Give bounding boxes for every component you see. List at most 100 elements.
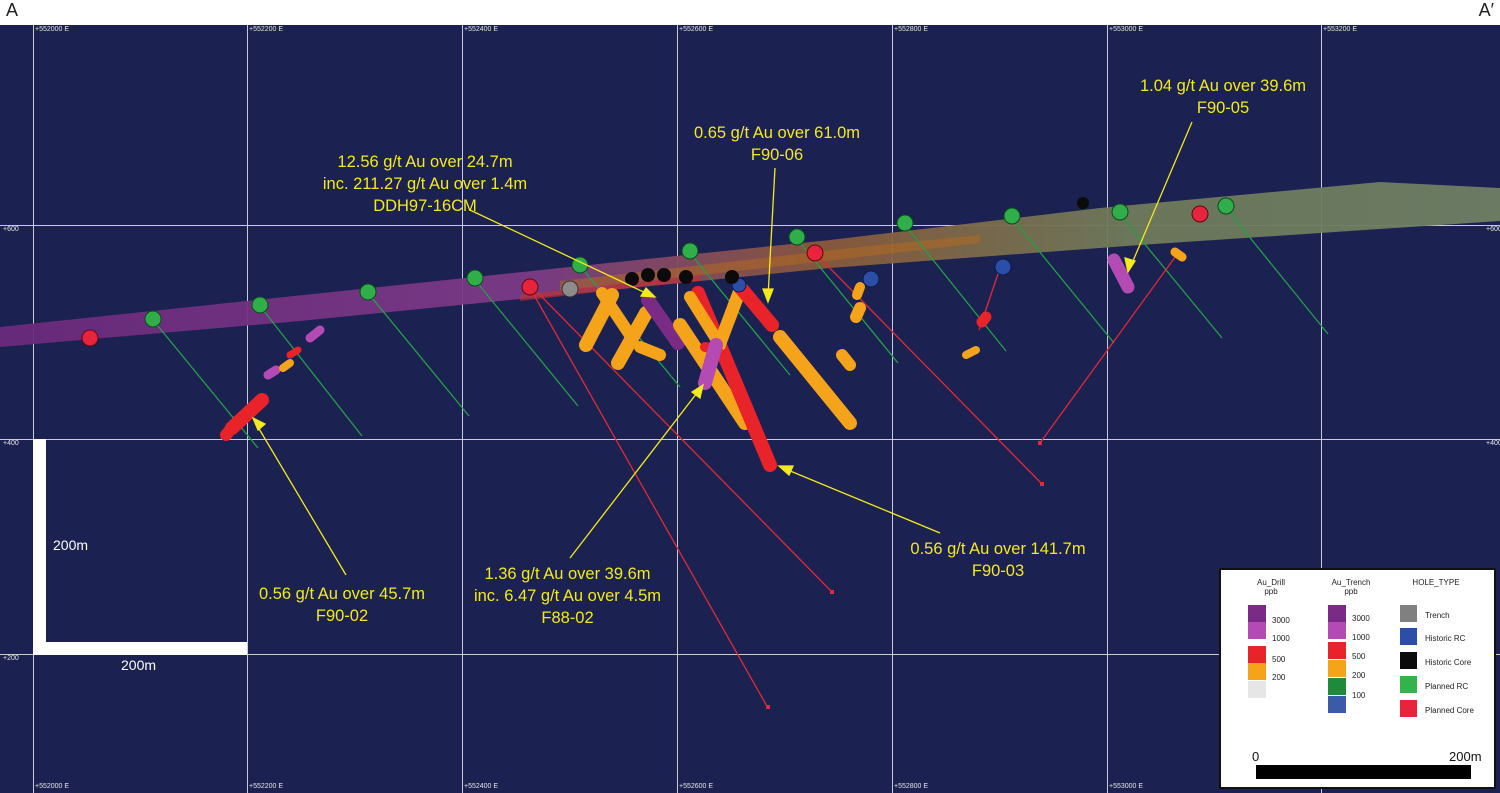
legend-swatch: [1328, 622, 1346, 639]
callout-grade: 1.36 g/t Au over 39.6m: [484, 565, 651, 583]
legend-hole-type-label: Historic Core: [1425, 658, 1472, 667]
callout-grade: 12.56 g/t Au over 24.7m: [337, 153, 513, 171]
legend-au-trench-name: Au_Trench: [1331, 578, 1371, 587]
callout-leaders: [251, 121, 1193, 576]
legend-swatch: [1328, 605, 1346, 622]
legend-swatch: [1328, 696, 1346, 713]
legend-planned-core-swatch: [1400, 700, 1417, 717]
legend-hole-type-title: HOLE_TYPE: [1412, 578, 1460, 587]
callout-including: inc. 211.27 g/t Au over 1.4m: [322, 175, 528, 193]
legend-label: 3000: [1352, 614, 1370, 623]
legend-label: 1000: [1352, 633, 1370, 642]
section-start-label: A: [6, 0, 19, 20]
collar-planned-core: [81, 205, 1209, 347]
drill-intercepts: [220, 247, 1187, 472]
grid-line-vertical: [1321, 25, 1322, 793]
legend-au-drill-unit: ppb: [1264, 587, 1278, 596]
callout-grade: 0.65 g/t Au over 61.0m: [693, 124, 861, 142]
legend-swatch: [1328, 678, 1346, 695]
legend-historic-rc-swatch: [1400, 628, 1417, 645]
legend-label: 100: [1352, 691, 1366, 700]
grid-line-vertical: [677, 25, 678, 793]
easting-label: +553000 E: [1109, 26, 1144, 33]
callout-f90-06: 0.65 g/t Au over 61.0m F90-06: [682, 122, 872, 166]
easting-label: +553200 E: [1323, 26, 1358, 33]
legend-au-trench-title: Au_Trench ppb: [1321, 578, 1381, 596]
legend-au-trench-unit: ppb: [1344, 587, 1358, 596]
callout-hole-id: F88-02: [541, 609, 594, 627]
elevation-label: +400: [3, 440, 19, 447]
easting-label: +552400 E: [464, 26, 499, 33]
legend-hole-type-label: Planned Core: [1425, 706, 1474, 715]
elevation-label-right: +600: [1486, 226, 1500, 233]
legend-swatch: [1328, 660, 1346, 677]
easting-label-bottom: +552000 E: [35, 783, 70, 790]
legend-swatch: [1248, 663, 1266, 680]
grid-line-vertical: [892, 25, 893, 793]
callout-including: inc. 6.47 g/t Au over 4.5m: [473, 587, 662, 605]
callout-ddh97-16cm: 12.56 g/t Au over 24.7m inc. 211.27 g/t …: [305, 151, 545, 217]
easting-label-bottom: +552600 E: [679, 783, 714, 790]
legend: Au_Drill ppb Au_Trench ppb HOLE_TYPE 300…: [1219, 568, 1496, 789]
legend-swatch: [1328, 642, 1346, 659]
collar-planned-rc: [144, 197, 1235, 328]
section-end-label: A′: [1478, 0, 1494, 20]
callout-f90-03: 0.56 g/t Au over 141.7m F90-03: [898, 538, 1098, 582]
elevation-label: +600: [3, 226, 19, 233]
collar-trench: [561, 280, 579, 298]
easting-label-bottom: +552400 E: [464, 783, 499, 790]
legend-label: 3000: [1272, 616, 1290, 625]
elevation-label: +200: [3, 655, 19, 662]
collar-historic-rc: [731, 258, 1012, 293]
section-drawing: [0, 121, 1500, 709]
legend-historic-core-swatch: [1400, 652, 1417, 669]
callout-grade: 1.04 g/t Au over 39.6m: [1139, 77, 1307, 95]
callout-f90-05: 1.04 g/t Au over 39.6m F90-05: [1123, 75, 1323, 119]
grid-line-vertical: [1107, 25, 1108, 793]
legend-scale-zero: 0: [1252, 749, 1260, 764]
callout-f90-02: 0.56 g/t Au over 45.7m F90-02: [247, 583, 437, 627]
cross-section-view[interactable]: +552000 E +552200 E +552400 E +552600 E …: [0, 25, 1500, 793]
grid-line-horizontal: [0, 654, 1500, 655]
legend-swatch: [1248, 681, 1266, 698]
callout-hole-id: F90-05: [1196, 99, 1250, 117]
grid-line-horizontal: [0, 439, 1500, 440]
callout-hole-id: F90-03: [971, 562, 1025, 580]
easting-label-bottom: +552800 E: [894, 783, 929, 790]
legend-au-drill-title: Au_Drill ppb: [1241, 578, 1301, 596]
legend-scale-bar: [1256, 765, 1471, 779]
callout-grade: 0.56 g/t Au over 141.7m: [910, 540, 1086, 558]
callout-hole-id: F90-06: [750, 146, 804, 164]
collar-historic-core: [625, 197, 1089, 286]
callout-hole-id: F90-02: [315, 607, 369, 625]
grid-line-horizontal: [0, 225, 1500, 226]
legend-scale-end: 200m: [1449, 749, 1482, 764]
legend-swatch: [1248, 646, 1266, 663]
legend-swatch: [1248, 622, 1266, 639]
easting-label: +552600 E: [679, 26, 714, 33]
legend-label: 200: [1352, 671, 1366, 680]
legend-label: 500: [1352, 652, 1366, 661]
grid-line-vertical: [33, 25, 34, 793]
easting-label-bottom: +552200 E: [249, 783, 284, 790]
easting-label: +552000 E: [35, 26, 70, 33]
callout-f88-02: 1.36 g/t Au over 39.6m inc. 6.47 g/t Au …: [455, 563, 680, 629]
legend-hole-type-label: Historic RC: [1425, 634, 1466, 643]
legend-label: 500: [1272, 655, 1286, 664]
easting-label: +552800 E: [894, 26, 929, 33]
legend-label: 200: [1272, 673, 1286, 682]
elevation-label-right: +400: [1486, 440, 1500, 447]
legend-swatch: [1248, 605, 1266, 622]
legend-label: 1000: [1272, 634, 1290, 643]
legend-hole-type-label: Trench: [1425, 611, 1450, 620]
planned-rc-traces: [152, 207, 1329, 449]
easting-label-bottom: +553000 E: [1109, 783, 1144, 790]
callout-grade: 0.56 g/t Au over 45.7m: [258, 585, 426, 603]
legend-hole-type-label: Planned RC: [1425, 682, 1469, 691]
legend-planned-rc-swatch: [1400, 676, 1417, 693]
scale-horizontal-label: 200m: [121, 657, 157, 673]
legend-au-drill-name: Au_Drill: [1256, 578, 1285, 587]
legend-trench-swatch: [1400, 605, 1417, 622]
easting-label: +552200 E: [249, 26, 284, 33]
scale-vertical-label: 200m: [53, 537, 89, 553]
